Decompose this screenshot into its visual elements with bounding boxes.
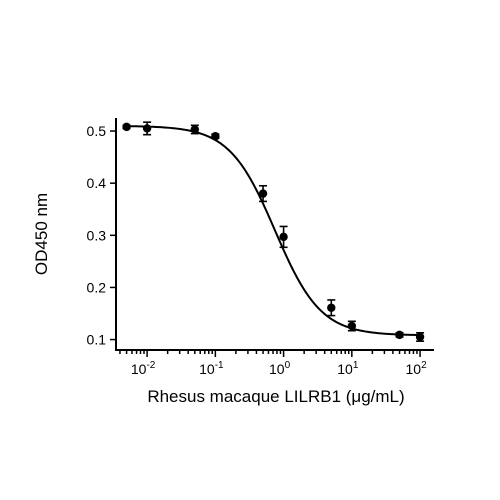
data-point — [415, 332, 425, 342]
data-point — [327, 303, 336, 312]
data-point-group — [279, 225, 288, 249]
data-point — [122, 122, 131, 132]
data-point-group — [142, 121, 152, 136]
y-tick-label: 0.4 — [87, 175, 107, 191]
data-point-group — [211, 132, 220, 141]
data-point — [347, 321, 357, 331]
data-point-group — [190, 124, 200, 135]
y-axis-ticks: 0.1 0.2 0.3 0.4 0.5 — [87, 123, 116, 348]
data-point — [211, 132, 220, 141]
x-axis-title: Rhesus macaque LILRB1 (μg/mL) — [147, 387, 404, 406]
data-point — [258, 189, 268, 198]
x-tick-label: 10-2 — [131, 360, 156, 377]
data-point — [395, 330, 404, 340]
data-point-group — [395, 330, 404, 340]
data-point — [142, 124, 152, 133]
y-axis-title: OD450 nm — [32, 193, 51, 275]
data-point — [190, 125, 200, 134]
data-point — [279, 232, 288, 242]
x-tick-label: 102 — [406, 360, 428, 377]
data-point-group — [122, 122, 131, 132]
data-point-group — [258, 184, 268, 203]
data-point-group — [415, 331, 425, 342]
x-tick-label: 100 — [269, 360, 291, 377]
data-points — [122, 121, 425, 342]
y-tick-label: 0.5 — [87, 123, 107, 139]
x-tick-label: 10-1 — [199, 360, 224, 377]
fit-curve — [126, 125, 421, 337]
x-axis-ticks: 10-2 10-1 100 101 102 — [119, 350, 428, 377]
y-tick-label: 0.2 — [87, 279, 107, 295]
data-point-group — [327, 299, 336, 317]
x-tick-label: 101 — [337, 360, 359, 377]
y-tick-label: 0.1 — [87, 332, 107, 348]
y-tick-label: 0.3 — [87, 227, 107, 243]
data-point-group — [347, 320, 357, 332]
